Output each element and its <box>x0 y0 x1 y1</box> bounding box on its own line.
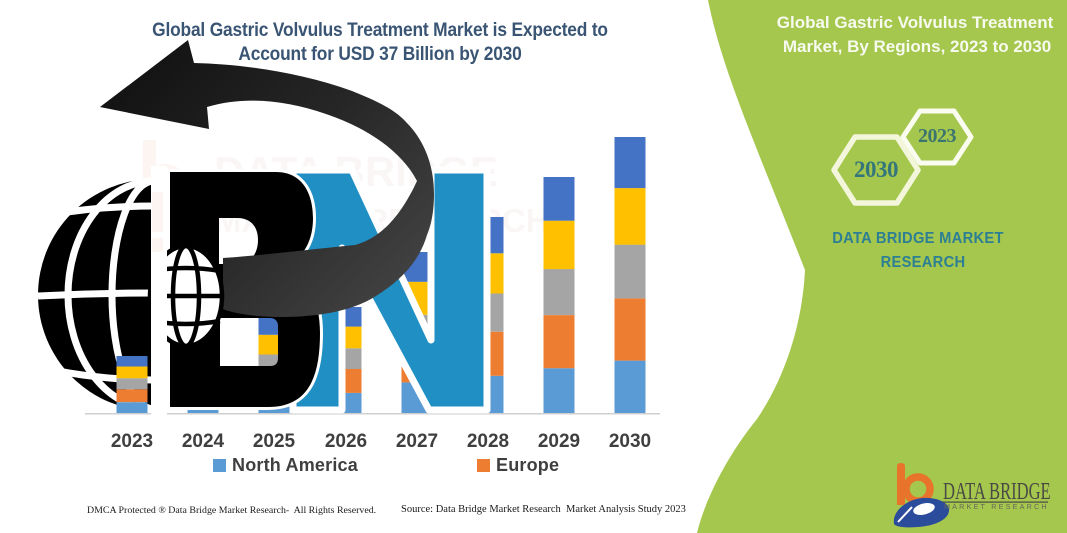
svg-text:MARKET RESEARCH: MARKET RESEARCH <box>944 502 1049 511</box>
svg-text:DATA BRIDGE: DATA BRIDGE <box>943 479 1051 505</box>
svg-text:2030: 2030 <box>854 157 898 182</box>
svg-text:2023: 2023 <box>918 125 957 147</box>
